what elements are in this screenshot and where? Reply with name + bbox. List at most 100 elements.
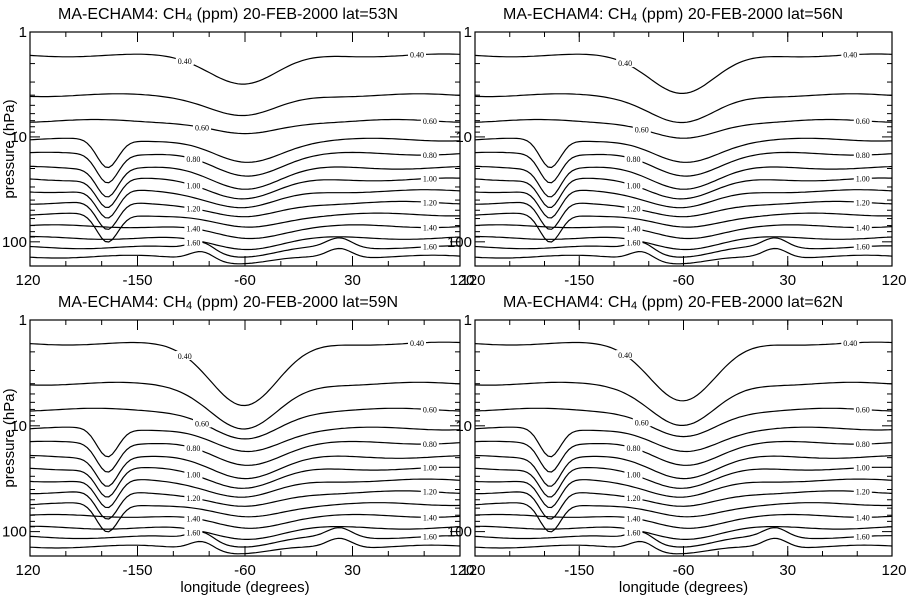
y-tick-label: 10 bbox=[455, 129, 472, 146]
x-tick-label: 120 bbox=[881, 272, 906, 289]
contour-line bbox=[30, 537, 460, 555]
y-tick-label: 1 bbox=[19, 24, 27, 41]
contour-label-bg bbox=[193, 122, 211, 132]
contour-line bbox=[475, 212, 892, 243]
contour-label: 1.40 bbox=[626, 225, 640, 234]
contour-label-bg bbox=[420, 222, 439, 232]
x-tick-label: -60 bbox=[673, 272, 695, 289]
contour-label-bg bbox=[420, 197, 439, 207]
contour-label-bg bbox=[184, 153, 203, 163]
x-axis-label: longitude (degrees) bbox=[619, 579, 748, 596]
x-tick-label: 120 bbox=[449, 272, 474, 289]
contour-label-bg bbox=[184, 180, 203, 190]
y-tick-label: 10 bbox=[10, 418, 27, 435]
plot-frame bbox=[29, 31, 461, 267]
contour-label: 1.20 bbox=[423, 488, 437, 497]
contour-label-bg bbox=[184, 203, 203, 213]
contour-line bbox=[30, 440, 460, 473]
contour-label-bg bbox=[853, 486, 872, 496]
contour-label: 1.20 bbox=[626, 494, 640, 503]
contour-line bbox=[475, 407, 892, 438]
contour-label: 0.80 bbox=[626, 155, 640, 164]
contour-line bbox=[475, 237, 892, 258]
contour-label-bg bbox=[408, 49, 426, 59]
x-tick-label: 120 bbox=[460, 272, 485, 289]
contour-line bbox=[30, 118, 460, 135]
y-tick-label: 100 bbox=[447, 234, 472, 251]
contour-label: 0.80 bbox=[423, 151, 437, 160]
contour-label: 1.40 bbox=[186, 514, 200, 523]
contour-line bbox=[30, 513, 460, 529]
panel-lat-59N: MA-ECHAM4: CH4 (ppm) 20-FEB-2000 lat=59N… bbox=[1, 294, 475, 596]
x-tick-label: 120 bbox=[460, 562, 485, 579]
contour-label: 1.40 bbox=[423, 224, 437, 233]
panel-title: MA-ECHAM4: CH4 (ppm) 20-FEB-2000 lat=53N bbox=[58, 6, 398, 24]
contour-label: 0.40 bbox=[410, 339, 424, 348]
contour-label-bg bbox=[420, 531, 439, 541]
contour-line bbox=[475, 165, 892, 198]
contour-label-bg bbox=[420, 512, 439, 522]
contour-label-bg bbox=[420, 462, 439, 472]
contour-label: 1.60 bbox=[856, 243, 870, 252]
contour-label: 0.60 bbox=[856, 117, 870, 126]
contour-line bbox=[30, 189, 460, 219]
contour-line bbox=[30, 137, 460, 169]
y-tick-label: 10 bbox=[10, 129, 27, 146]
contour-label-bg bbox=[175, 56, 194, 66]
contour-label-bg bbox=[841, 337, 860, 347]
contour-label: 1.20 bbox=[186, 205, 200, 214]
contour-label: 1.20 bbox=[626, 205, 640, 214]
contour-label-bg bbox=[624, 442, 643, 452]
contour-label: 1.00 bbox=[626, 471, 640, 480]
contour-label-bg bbox=[853, 404, 872, 414]
contour-label-bg bbox=[624, 527, 643, 537]
contour-label: 0.80 bbox=[423, 440, 437, 449]
contour-label: 1.40 bbox=[423, 513, 437, 522]
contour-label-bg bbox=[616, 350, 635, 360]
contour-label: 1.60 bbox=[423, 532, 437, 541]
contour-label: 0.80 bbox=[626, 444, 640, 453]
contour-label: 0.80 bbox=[186, 155, 200, 164]
y-axis-label: pressure (hPa) bbox=[1, 99, 18, 198]
contour-label: 0.40 bbox=[843, 339, 857, 348]
y-tick-label: 1 bbox=[19, 312, 27, 329]
contour-label-bg bbox=[841, 49, 860, 59]
contour-label: 0.60 bbox=[195, 419, 209, 428]
contour-line bbox=[30, 526, 460, 548]
contour-label-bg bbox=[624, 203, 643, 213]
contour-label-bg bbox=[853, 531, 872, 541]
contour-line bbox=[30, 502, 460, 533]
contour-label-bg bbox=[420, 150, 439, 160]
contour-line bbox=[475, 454, 892, 487]
contour-line bbox=[475, 151, 892, 184]
contour-label-bg bbox=[184, 469, 203, 479]
contour-label: 0.40 bbox=[618, 351, 632, 360]
contour-label-bg bbox=[853, 222, 872, 232]
contour-label: 0.60 bbox=[856, 406, 870, 415]
contour-label: 0.40 bbox=[843, 51, 857, 60]
contour-label-bg bbox=[184, 527, 203, 537]
x-tick-label: -150 bbox=[564, 562, 594, 579]
contour-label: 1.20 bbox=[186, 494, 200, 503]
y-tick-label: 10 bbox=[455, 418, 472, 435]
contour-line bbox=[475, 137, 892, 169]
contour-line bbox=[30, 454, 460, 487]
contour-label-bg bbox=[420, 439, 439, 449]
contour-line bbox=[30, 381, 460, 430]
contour-label-bg bbox=[184, 237, 203, 247]
contour-label-bg bbox=[184, 442, 203, 452]
contour-line bbox=[475, 93, 892, 124]
contour-label: 1.20 bbox=[856, 198, 870, 207]
contour-label: 1.40 bbox=[856, 224, 870, 233]
contour-line bbox=[475, 189, 892, 219]
contour-label: 1.00 bbox=[186, 181, 200, 190]
contour-line bbox=[475, 200, 892, 230]
y-tick-label: 100 bbox=[2, 234, 27, 251]
panel-title: MA-ECHAM4: CH4 (ppm) 20-FEB-2000 lat=62N bbox=[503, 294, 843, 312]
panel-lat-62N: MA-ECHAM4: CH4 (ppm) 20-FEB-2000 lat=62N… bbox=[447, 294, 907, 596]
contour-label-bg bbox=[624, 237, 643, 247]
contour-label: 1.60 bbox=[626, 528, 640, 537]
contour-line bbox=[475, 118, 892, 139]
contour-label: 1.60 bbox=[626, 239, 640, 248]
